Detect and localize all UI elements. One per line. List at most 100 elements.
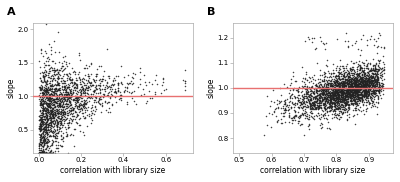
Point <box>324 93 330 96</box>
Point <box>40 109 46 112</box>
Point <box>53 86 60 89</box>
Point <box>40 71 46 74</box>
Point <box>38 127 44 130</box>
Point <box>38 52 44 55</box>
Point <box>321 101 328 104</box>
Point <box>65 127 71 130</box>
Point <box>64 86 70 89</box>
Point <box>348 86 355 89</box>
Point <box>55 82 61 85</box>
Point <box>363 94 369 97</box>
Point <box>36 144 43 147</box>
Point <box>324 91 330 94</box>
Point <box>372 84 379 87</box>
Point <box>343 91 349 94</box>
Point <box>84 87 90 90</box>
Point <box>85 86 92 89</box>
Point <box>351 82 358 85</box>
Point <box>350 99 357 102</box>
Point <box>37 109 44 112</box>
Point <box>353 102 359 105</box>
Point <box>51 125 58 128</box>
Point <box>76 97 83 100</box>
Point <box>311 93 317 96</box>
Point <box>159 78 166 81</box>
Point <box>37 110 44 113</box>
Point <box>50 78 56 81</box>
Point <box>82 66 88 69</box>
Point <box>60 103 66 106</box>
Point <box>39 136 46 139</box>
Point <box>357 72 363 75</box>
Point <box>352 79 358 82</box>
Point <box>329 108 335 110</box>
Point <box>352 81 359 84</box>
Point <box>36 127 42 130</box>
Point <box>49 125 56 128</box>
Point <box>345 89 351 92</box>
Point <box>342 92 348 95</box>
Point <box>360 84 367 87</box>
Point <box>353 74 360 77</box>
Point <box>53 139 59 142</box>
Point <box>330 63 336 66</box>
Point <box>367 80 374 83</box>
Point <box>282 101 288 104</box>
Point <box>334 81 341 84</box>
Point <box>374 84 380 87</box>
Point <box>332 91 339 94</box>
Point <box>307 97 313 100</box>
Point <box>48 99 54 102</box>
Point <box>354 88 360 91</box>
Point <box>336 87 342 90</box>
Point <box>376 88 383 91</box>
Point <box>71 105 78 108</box>
Point <box>86 100 92 102</box>
Point <box>41 134 48 137</box>
Point <box>324 110 330 113</box>
Point <box>303 106 310 109</box>
Point <box>338 112 345 115</box>
Point <box>42 88 48 91</box>
Point <box>101 88 107 91</box>
Point <box>375 31 382 34</box>
Point <box>324 70 331 73</box>
Point <box>334 116 340 119</box>
Point <box>335 99 342 102</box>
Point <box>63 94 70 97</box>
Point <box>343 104 349 107</box>
Point <box>340 94 346 97</box>
Point <box>332 92 338 95</box>
Point <box>372 94 378 97</box>
Point <box>360 94 366 97</box>
Point <box>49 117 56 120</box>
Point <box>336 76 342 79</box>
Point <box>51 104 58 106</box>
Point <box>58 121 64 124</box>
Point <box>46 152 53 155</box>
Point <box>38 85 45 88</box>
Point <box>341 105 347 108</box>
Point <box>348 99 355 102</box>
Point <box>38 140 45 143</box>
Point <box>48 49 54 52</box>
Point <box>49 151 55 154</box>
Point <box>115 82 121 85</box>
Point <box>337 99 343 102</box>
Point <box>352 91 358 94</box>
Point <box>54 100 61 102</box>
Point <box>346 104 352 106</box>
Point <box>55 122 61 125</box>
Point <box>126 91 132 94</box>
Point <box>350 94 357 96</box>
Point <box>300 109 306 112</box>
Point <box>367 82 373 85</box>
Point <box>298 102 304 105</box>
Point <box>39 55 46 58</box>
Point <box>43 102 50 105</box>
Point <box>52 119 59 122</box>
Point <box>71 118 78 120</box>
Point <box>281 121 288 124</box>
Point <box>68 102 74 105</box>
Point <box>49 90 56 93</box>
